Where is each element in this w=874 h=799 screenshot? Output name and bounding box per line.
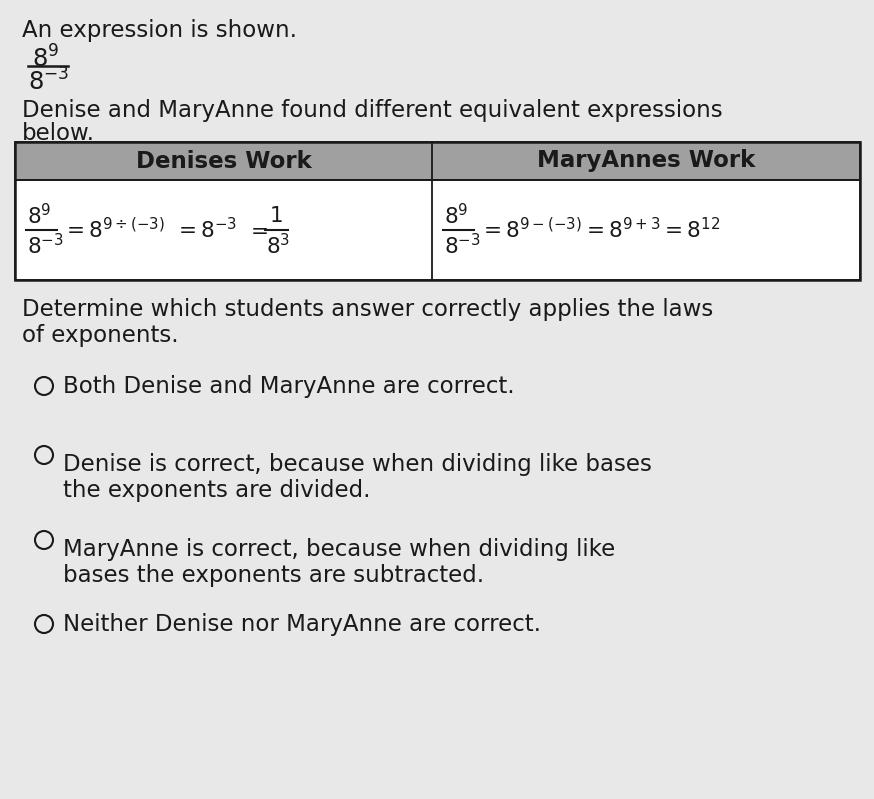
Text: $8^9$: $8^9$ <box>444 204 468 229</box>
Text: the exponents are divided.: the exponents are divided. <box>63 479 371 502</box>
Text: $8^{-3}$: $8^{-3}$ <box>27 233 64 259</box>
Text: MaryAnne is correct, because when dividing like: MaryAnne is correct, because when dividi… <box>63 538 615 561</box>
Text: $1$: $1$ <box>269 206 282 226</box>
Text: below.: below. <box>22 122 95 145</box>
Text: $= 8^{9-(-3)} = 8^{9+3} = 8^{12}$: $= 8^{9-(-3)} = 8^{9+3} = 8^{12}$ <box>479 217 720 243</box>
Text: An expression is shown.: An expression is shown. <box>22 19 297 42</box>
Text: Denise is correct, because when dividing like bases: Denise is correct, because when dividing… <box>63 453 652 476</box>
Bar <box>15 180 860 280</box>
Text: $= 8^{-3}$: $= 8^{-3}$ <box>174 217 237 243</box>
Text: $8^{-3}$: $8^{-3}$ <box>444 233 481 259</box>
Text: $= 8^{9\div(-3)}$: $= 8^{9\div(-3)}$ <box>62 217 165 243</box>
Text: $8^9$: $8^9$ <box>27 204 52 229</box>
Text: Both Denise and MaryAnne are correct.: Both Denise and MaryAnne are correct. <box>63 375 515 397</box>
Text: Denise and MaryAnne found different equivalent expressions: Denise and MaryAnne found different equi… <box>22 99 723 122</box>
Text: MaryAnnes Work: MaryAnnes Work <box>537 149 755 173</box>
Text: bases the exponents are subtracted.: bases the exponents are subtracted. <box>63 564 484 587</box>
Text: Denises Work: Denises Work <box>135 149 311 173</box>
Text: of exponents.: of exponents. <box>22 324 178 347</box>
Text: $8^3$: $8^3$ <box>266 233 290 259</box>
Bar <box>15 142 860 180</box>
Text: Determine which students answer correctly applies the laws: Determine which students answer correctl… <box>22 298 713 321</box>
Text: $8^{-3}$: $8^{-3}$ <box>28 68 69 95</box>
Bar <box>15 142 860 280</box>
Text: Neither Denise nor MaryAnne are correct.: Neither Denise nor MaryAnne are correct. <box>63 613 541 635</box>
Text: $8^9$: $8^9$ <box>32 45 59 72</box>
Text: $=$: $=$ <box>246 220 268 240</box>
